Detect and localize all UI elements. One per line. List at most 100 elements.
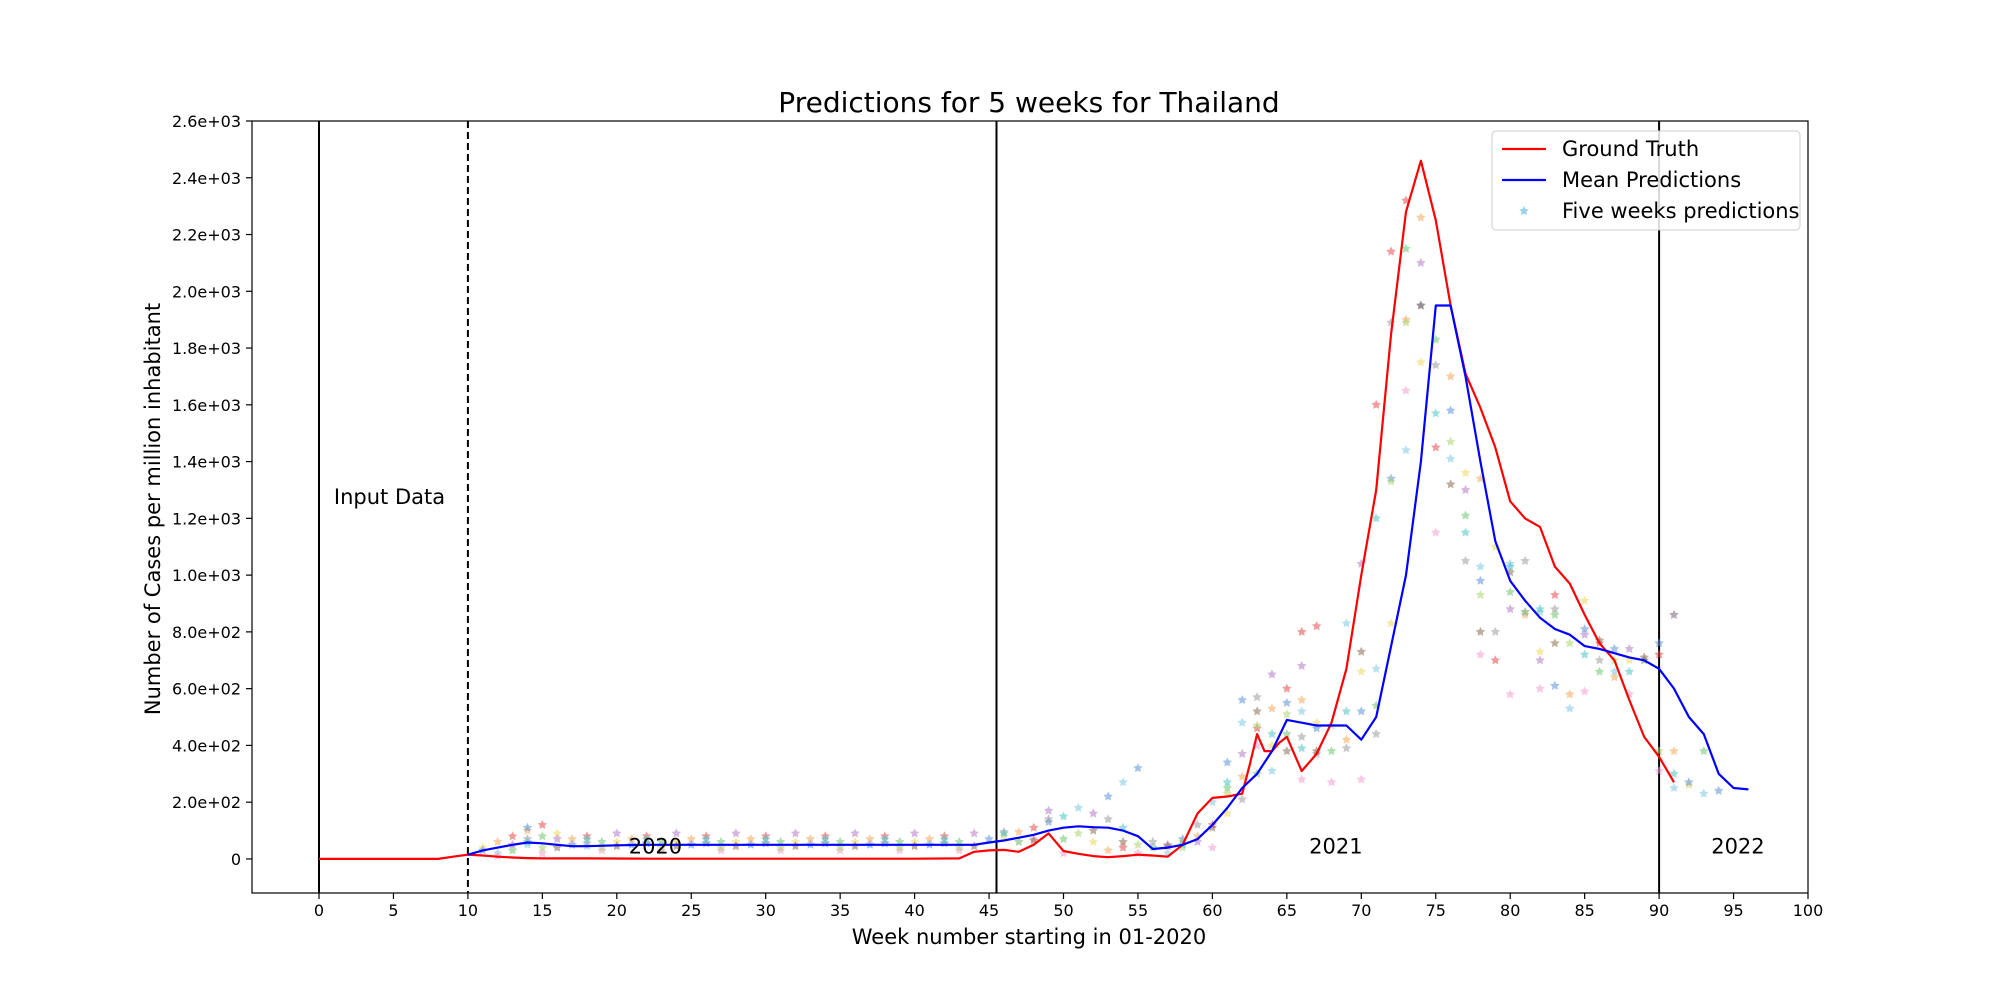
- x-tick-label: 25: [681, 901, 701, 920]
- prediction-star-point: [1535, 683, 1545, 693]
- prediction-star-point: [1416, 257, 1426, 267]
- y-axis-title: Number of Cases per million inhabitant: [141, 303, 165, 715]
- prediction-star-point: [1356, 774, 1367, 784]
- x-tick-label: 80: [1500, 901, 1520, 920]
- prediction-star-point: [1222, 757, 1233, 767]
- prediction-star-point: [1371, 729, 1381, 739]
- legend-entry-label: Ground Truth: [1562, 137, 1699, 161]
- prediction-star-point: [1445, 405, 1456, 415]
- y-tick-label: 2.6e+03: [172, 112, 241, 131]
- prediction-star-point: [1624, 643, 1635, 653]
- prediction-star-point: [1550, 638, 1560, 648]
- prediction-star-point: [1043, 805, 1054, 815]
- prediction-star-point: [1058, 811, 1069, 821]
- prediction-star-point: [1579, 686, 1590, 696]
- legend-box: [1491, 130, 1801, 231]
- prediction-star-point: [1430, 527, 1441, 537]
- prediction-star-point: [1460, 510, 1471, 520]
- prediction-star-point: [1669, 746, 1679, 756]
- prediction-star-point: [1237, 717, 1247, 727]
- x-tick-label: 20: [607, 901, 627, 920]
- x-tick-label: 45: [979, 901, 999, 920]
- prediction-star-point: [1475, 626, 1486, 636]
- prediction-star-point: [1416, 212, 1426, 222]
- prediction-star-point: [909, 828, 920, 838]
- x-tick-label: 35: [830, 901, 850, 920]
- prediction-star-point: [1475, 649, 1486, 659]
- prediction-star-point: [1252, 692, 1262, 702]
- prediction-star-point: [537, 819, 548, 829]
- prediction-star-point: [1460, 467, 1471, 477]
- prediction-star-point: [1579, 595, 1590, 605]
- y-tick-label: 1.6e+03: [172, 396, 241, 415]
- x-tick-label: 10: [458, 901, 478, 920]
- x-tick-label: 40: [904, 901, 924, 920]
- prediction-star-point: [1430, 360, 1441, 370]
- prediction-star-point: [1699, 746, 1709, 756]
- prediction-star-point: [1505, 689, 1515, 699]
- prediction-star-point: [1058, 834, 1069, 844]
- prediction-star-point: [1713, 785, 1724, 795]
- prediction-star-point: [552, 834, 563, 844]
- prediction-star-point: [1103, 814, 1113, 824]
- prediction-star-point: [1296, 706, 1307, 716]
- prediction-star-point: [1356, 666, 1367, 676]
- annotations-layer: Input Data 2020 2021 2022: [334, 485, 1765, 858]
- prediction-star-point: [1565, 703, 1575, 713]
- plot-frame: [251, 120, 1809, 894]
- prediction-star-point: [1565, 638, 1575, 648]
- prediction-star-point: [1326, 777, 1337, 787]
- prediction-star-point: [1430, 442, 1441, 452]
- y-tick-label: 1.4e+03: [172, 453, 241, 472]
- prediction-star-point: [1237, 794, 1247, 804]
- prediction-star-point: [1267, 729, 1277, 739]
- prediction-star-point: [1296, 731, 1307, 741]
- prediction-star-point: [1550, 589, 1560, 600]
- prediction-star-point: [1669, 609, 1679, 619]
- prediction-star-point: [1594, 666, 1605, 676]
- x-tick-label: 5: [388, 901, 398, 920]
- prediction-star-point: [1475, 589, 1486, 600]
- y-tick-label: 1.8e+03: [172, 339, 241, 358]
- prediction-star-point: [612, 828, 622, 838]
- legend: Ground Truth Mean Predictions Five weeks p…: [1491, 130, 1801, 231]
- prediction-star-point: [1296, 695, 1307, 705]
- prediction-star-point: [1118, 777, 1128, 787]
- prediction-star-point: [1430, 408, 1441, 418]
- prediction-star-point: [1341, 618, 1352, 628]
- prediction-scatter-layer: [478, 195, 1724, 861]
- prediction-star-point: [1594, 655, 1605, 665]
- y-tick-label: 0: [231, 850, 241, 869]
- x-axis: 0 5 10 15 20 25 30 35 40 45 50 55 60 65 70 75 80 85 90 95 10…: [314, 893, 1823, 920]
- x-tick-label: 95: [1723, 901, 1743, 920]
- x-tick-label: 15: [532, 901, 552, 920]
- prediction-star-point: [1133, 839, 1143, 849]
- prediction-star-point: [1341, 743, 1352, 753]
- x-tick-label: 55: [1128, 901, 1148, 920]
- prediction-star-point: [1282, 746, 1292, 756]
- prediction-star-point: [1103, 791, 1113, 801]
- series-lines-layer: [319, 159, 1749, 860]
- y-tick-label: 6.0e+02: [172, 680, 241, 699]
- x-tick-label: 85: [1574, 901, 1594, 920]
- prediction-star-point: [1296, 743, 1307, 753]
- y-tick-label: 2.4e+03: [172, 169, 241, 188]
- prediction-star-point: [1326, 746, 1337, 756]
- prediction-star-point: [1356, 646, 1367, 656]
- prediction-star-point: [1237, 748, 1247, 758]
- prediction-star-point: [1267, 765, 1277, 776]
- prediction-star-point: [537, 831, 548, 841]
- x-tick-label: 30: [756, 901, 776, 920]
- prediction-star-point: [1520, 555, 1530, 565]
- prediction-star-point: [1237, 695, 1247, 705]
- y-tick-label: 2.2e+03: [172, 226, 241, 245]
- prediction-star-point: [1311, 621, 1322, 631]
- prediction-star-point: [850, 828, 860, 838]
- prediction-star-point: [1535, 655, 1545, 665]
- prediction-star-point: [1296, 774, 1307, 784]
- prediction-star-point: [1028, 822, 1039, 832]
- y-tick-label: 2.0e+02: [172, 793, 241, 812]
- region-annotation: 2020: [629, 834, 682, 858]
- vertical-lines: [318, 121, 1661, 893]
